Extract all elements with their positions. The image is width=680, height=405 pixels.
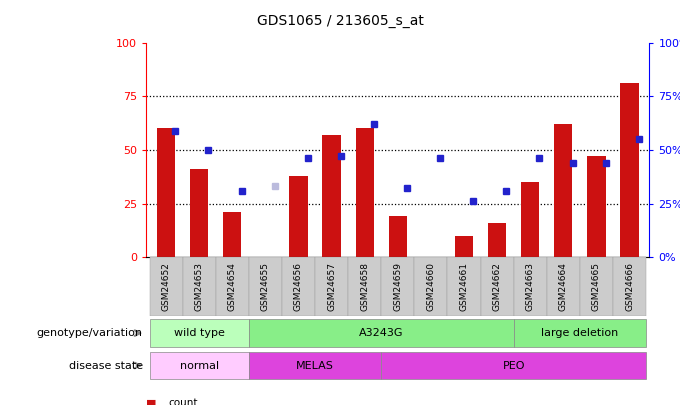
Text: genotype/variation: genotype/variation xyxy=(37,328,143,338)
Bar xyxy=(613,257,646,316)
Bar xyxy=(322,135,341,257)
Bar xyxy=(249,320,513,347)
Bar xyxy=(216,257,249,316)
Bar xyxy=(389,216,407,257)
Text: wild type: wild type xyxy=(173,328,224,338)
Text: GSM24653: GSM24653 xyxy=(194,262,204,311)
Bar xyxy=(488,223,506,257)
Bar xyxy=(249,257,282,316)
Text: GSM24656: GSM24656 xyxy=(294,262,303,311)
Bar xyxy=(190,169,208,257)
Bar xyxy=(290,176,307,257)
Bar xyxy=(513,257,547,316)
Text: GSM24660: GSM24660 xyxy=(426,262,435,311)
Bar xyxy=(547,257,580,316)
Bar xyxy=(455,236,473,257)
Text: GSM24665: GSM24665 xyxy=(592,262,601,311)
Bar xyxy=(356,128,374,257)
Bar xyxy=(513,320,646,347)
Bar xyxy=(150,257,183,316)
Bar xyxy=(588,156,605,257)
Text: GSM24655: GSM24655 xyxy=(261,262,270,311)
Text: A3243G: A3243G xyxy=(359,328,403,338)
Text: disease state: disease state xyxy=(69,360,143,371)
Bar xyxy=(223,212,241,257)
Text: normal: normal xyxy=(180,360,219,371)
Bar xyxy=(348,257,381,316)
Bar xyxy=(249,352,381,379)
Text: ■: ■ xyxy=(146,399,156,405)
Text: GSM24659: GSM24659 xyxy=(393,262,403,311)
Bar xyxy=(481,257,513,316)
Text: GSM24663: GSM24663 xyxy=(526,262,534,311)
Text: GSM24664: GSM24664 xyxy=(559,262,568,311)
Text: PEO: PEO xyxy=(503,360,525,371)
Bar xyxy=(381,257,414,316)
Bar xyxy=(282,257,315,316)
Text: GSM24652: GSM24652 xyxy=(162,262,171,311)
Text: GDS1065 / 213605_s_at: GDS1065 / 213605_s_at xyxy=(256,14,424,28)
Text: GSM24666: GSM24666 xyxy=(625,262,634,311)
Text: GSM24661: GSM24661 xyxy=(460,262,469,311)
Bar xyxy=(183,257,216,316)
Text: GSM24662: GSM24662 xyxy=(492,262,502,311)
Bar xyxy=(620,83,639,257)
Text: large deletion: large deletion xyxy=(541,328,619,338)
Bar xyxy=(315,257,348,316)
Text: GSM24654: GSM24654 xyxy=(228,262,237,311)
Text: count: count xyxy=(168,399,197,405)
Text: GSM24658: GSM24658 xyxy=(360,262,369,311)
Bar xyxy=(554,124,573,257)
Bar xyxy=(381,352,646,379)
Bar xyxy=(150,320,249,347)
Bar xyxy=(150,352,249,379)
Bar xyxy=(414,257,447,316)
Bar xyxy=(447,257,481,316)
Bar xyxy=(521,182,539,257)
Bar xyxy=(157,128,175,257)
Text: GSM24657: GSM24657 xyxy=(327,262,336,311)
Bar xyxy=(580,257,613,316)
Text: MELAS: MELAS xyxy=(296,360,334,371)
